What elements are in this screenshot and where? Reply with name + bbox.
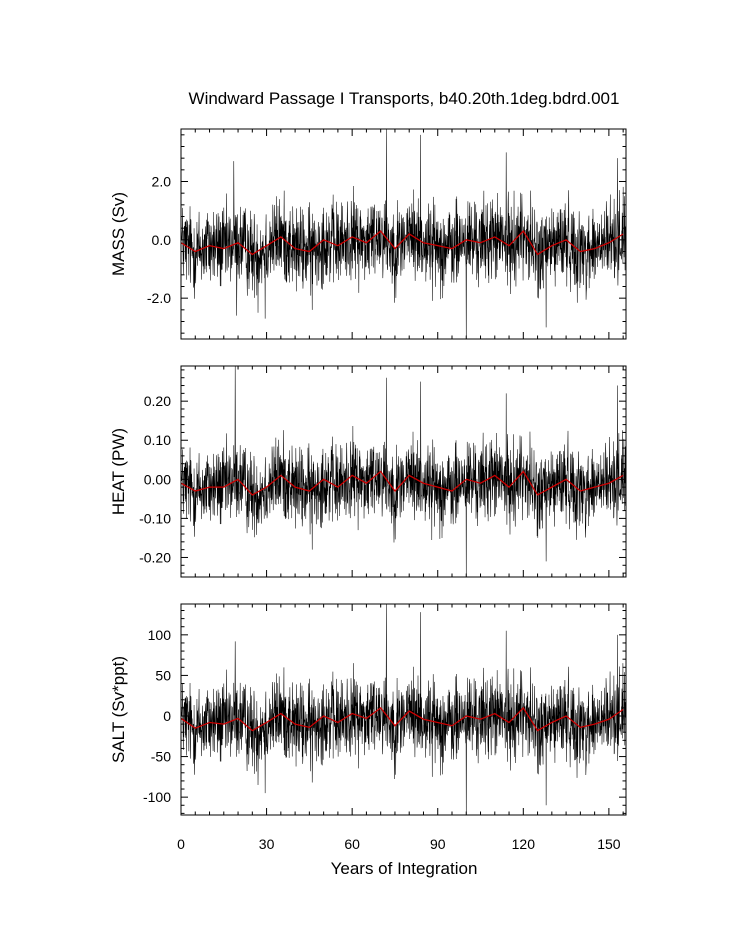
plot-frame — [180, 603, 627, 816]
y-tick-label: 0.0 — [152, 232, 172, 248]
y-tick-label: -0.10 — [139, 510, 171, 526]
x-tick-label: 30 — [259, 836, 275, 852]
y-tick-label: 50 — [155, 667, 171, 683]
smoothed-series-line — [180, 230, 624, 256]
monthly-series-line — [180, 603, 627, 816]
y-tick-label: 0.00 — [144, 471, 171, 487]
y-tick-label: 2.0 — [152, 174, 172, 190]
y-tick-label: 0 — [163, 708, 171, 724]
chart-panels: -2.0 0.0 2.0 MASS (Sv) -0.20 -0.10 0.00 0.10 0.2… — [109, 128, 627, 852]
x-tick-label: 150 — [597, 836, 621, 852]
smoothed-series-line — [180, 706, 624, 732]
x-tick-label: 90 — [430, 836, 446, 852]
chart-title: Windward Passage I Transports, b40.20th.… — [189, 89, 620, 108]
y-tick-label: 0.10 — [144, 432, 171, 448]
smoothed-series-line — [180, 470, 624, 496]
monthly-series-line — [180, 128, 627, 340]
y-tick-label: 0.20 — [144, 393, 171, 409]
y-tick-label: -0.20 — [139, 549, 171, 565]
y-tick-label: -2.0 — [147, 290, 171, 306]
plot-frame — [180, 128, 627, 340]
y-tick-label: -50 — [151, 749, 171, 765]
x-tick-label: 60 — [344, 836, 360, 852]
y-axis-label: MASS (Sv) — [109, 192, 128, 276]
monthly-series-line — [180, 365, 627, 578]
y-axis-label: SALT (Sv*ppt) — [109, 656, 128, 763]
x-axis-label: Years of Integration — [331, 859, 478, 878]
y-axis-label: HEAT (PW) — [109, 428, 128, 515]
y-tick-label: -100 — [143, 789, 171, 805]
x-tick-label: 0 — [177, 836, 185, 852]
x-tick-label: 120 — [512, 836, 536, 852]
y-tick-label: 100 — [148, 627, 172, 643]
